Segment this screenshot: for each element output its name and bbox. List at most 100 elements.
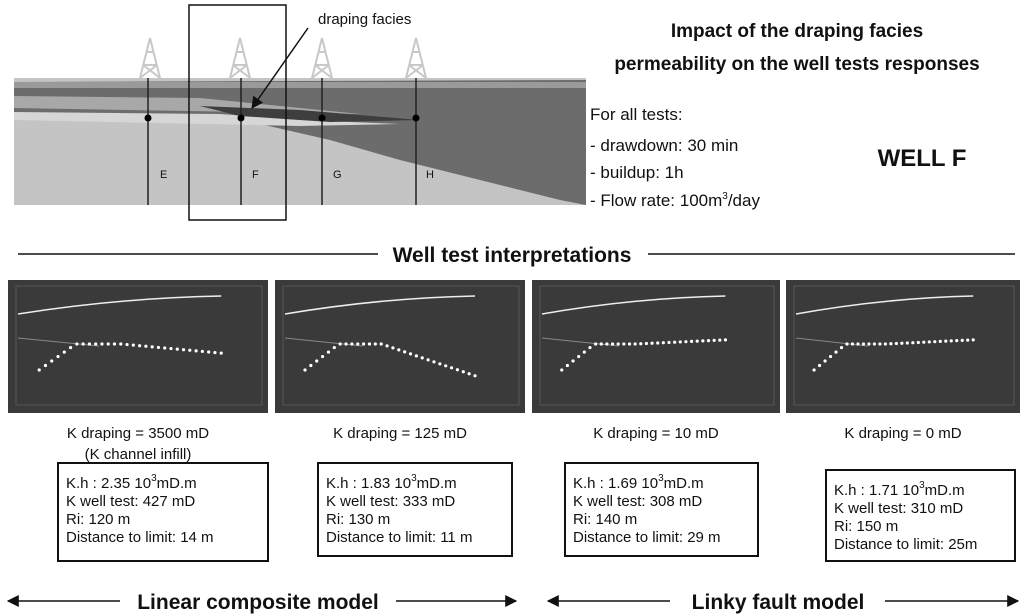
info-box (564, 462, 759, 557)
superscript: 3 (658, 473, 664, 484)
point (391, 346, 395, 350)
point (922, 340, 926, 344)
point (163, 346, 167, 350)
well-label: E (160, 169, 167, 181)
point (588, 345, 592, 350)
info-line: Ri: 140 m (573, 511, 637, 528)
caption: (K channel infill) (85, 446, 192, 463)
info-line: Distance to limit: 14 m (66, 529, 214, 546)
point (701, 339, 705, 343)
point (883, 342, 888, 346)
point (850, 342, 855, 346)
point (420, 356, 424, 360)
point (169, 346, 173, 351)
point (706, 339, 711, 343)
condition: For all tests: (590, 105, 683, 124)
point (181, 348, 186, 352)
point (856, 342, 860, 346)
curve (284, 295, 476, 315)
point (68, 345, 73, 350)
point (894, 341, 898, 346)
text: K.h : 1.83 10 (326, 475, 411, 492)
point (188, 348, 192, 352)
point (971, 338, 975, 342)
superscript: 3 (722, 191, 728, 202)
point (599, 342, 603, 346)
point (650, 341, 654, 345)
plot-frame (282, 285, 520, 406)
point (823, 359, 827, 363)
point (610, 342, 615, 346)
text: mD.m (157, 475, 197, 492)
point (565, 363, 570, 368)
plot (275, 280, 525, 413)
annotation: draping facies (318, 11, 411, 28)
curve (17, 337, 100, 347)
title: permeability on the well tests responses (614, 54, 979, 75)
condition: - buildup: 1h (590, 163, 684, 182)
point (87, 342, 92, 346)
point (622, 342, 626, 346)
point (656, 341, 660, 345)
point (175, 347, 179, 351)
curve (17, 295, 222, 315)
point (812, 368, 816, 372)
point (303, 368, 307, 372)
plot (532, 280, 780, 413)
point (661, 341, 665, 345)
model-label: Linear composite model (137, 591, 379, 614)
point (362, 342, 366, 346)
derricks (139, 37, 427, 79)
info-line: K.h : 1.69 103mD.m (573, 473, 704, 492)
caption: K draping = 0 mD (844, 425, 961, 442)
info-line: Ri: 150 m (834, 518, 898, 535)
point (444, 364, 448, 368)
point (37, 368, 41, 372)
point (144, 344, 148, 348)
point (403, 350, 407, 354)
point (582, 350, 586, 354)
point (81, 342, 85, 346)
point (356, 342, 360, 346)
point (861, 342, 866, 346)
superscript: 3 (411, 473, 417, 484)
point (408, 352, 413, 356)
info-line: K.h : 1.83 103mD.m (326, 473, 457, 492)
point (75, 342, 79, 346)
point (911, 341, 915, 345)
point (889, 342, 893, 346)
point (138, 344, 142, 348)
point (712, 338, 716, 342)
point (927, 340, 931, 344)
point (56, 354, 60, 359)
point (955, 339, 959, 343)
point (156, 345, 161, 350)
info-box (317, 462, 513, 557)
text: K.h : 2.35 10 (66, 475, 151, 492)
point (718, 338, 722, 342)
info-line: K well test: 333 mD (326, 493, 455, 510)
point (150, 345, 154, 349)
point (194, 349, 198, 353)
well-label: F (252, 169, 259, 181)
point (878, 342, 882, 346)
point (673, 340, 677, 344)
info-line: K well test: 308 mD (573, 493, 702, 510)
info-line: Distance to limit: 29 m (573, 529, 721, 546)
point (689, 339, 694, 344)
curve (795, 295, 974, 315)
text: - Flow rate: 100m (590, 191, 722, 210)
point (966, 338, 970, 342)
point (944, 339, 948, 343)
point (594, 342, 598, 346)
model-label: Linky fault model (692, 591, 865, 614)
curve (284, 337, 363, 347)
point (379, 342, 383, 346)
point (200, 349, 204, 354)
point (112, 342, 117, 346)
point (432, 360, 436, 364)
point (627, 342, 632, 346)
point (62, 350, 66, 354)
point (723, 338, 728, 342)
